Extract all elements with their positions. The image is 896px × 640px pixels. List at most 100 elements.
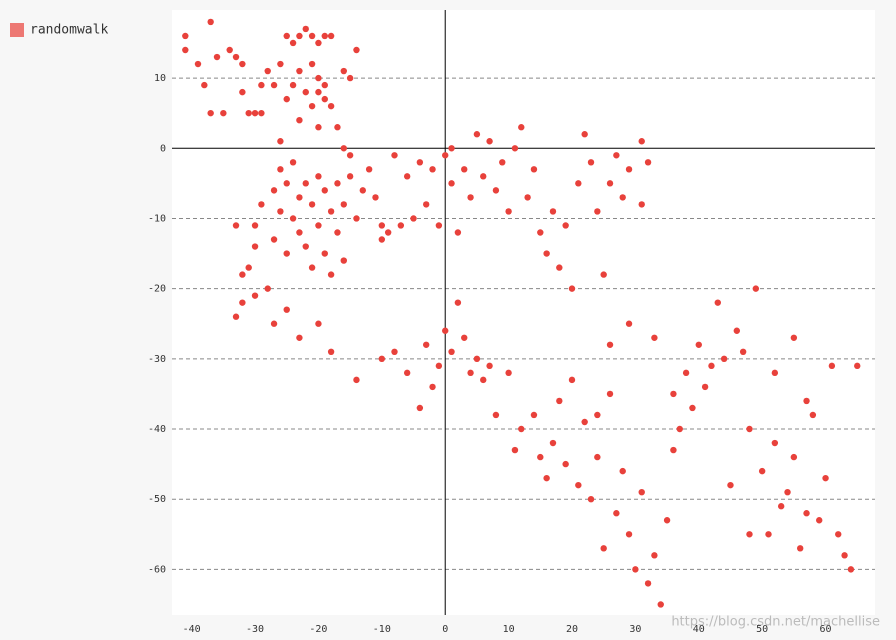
point xyxy=(239,299,246,306)
point xyxy=(587,159,595,166)
point xyxy=(327,348,335,356)
point xyxy=(467,369,474,377)
y-tick-label: -30 xyxy=(148,354,166,365)
point xyxy=(378,355,386,363)
point xyxy=(676,425,683,433)
point xyxy=(315,222,322,229)
point xyxy=(822,474,829,482)
point xyxy=(442,327,449,334)
point xyxy=(600,545,607,552)
point xyxy=(556,397,563,405)
point xyxy=(638,488,645,496)
point xyxy=(796,545,804,552)
point xyxy=(258,201,265,208)
point xyxy=(422,201,430,208)
point xyxy=(657,601,664,608)
point xyxy=(473,355,481,363)
point xyxy=(315,88,322,96)
point xyxy=(416,404,424,412)
point xyxy=(777,503,785,510)
point xyxy=(410,215,417,222)
point xyxy=(854,362,861,370)
point xyxy=(403,369,411,377)
point xyxy=(302,180,309,187)
point xyxy=(803,510,810,517)
point xyxy=(771,439,779,447)
point xyxy=(378,236,386,243)
point xyxy=(784,488,791,496)
point xyxy=(308,32,316,40)
x-tick-label: 60 xyxy=(820,624,832,635)
point xyxy=(270,320,278,327)
point xyxy=(220,109,227,117)
point xyxy=(435,222,443,229)
point xyxy=(346,173,354,180)
point xyxy=(511,145,519,152)
point xyxy=(270,236,278,243)
point xyxy=(486,138,493,145)
point xyxy=(289,81,297,89)
point xyxy=(448,348,455,356)
point xyxy=(321,95,328,103)
point xyxy=(682,369,690,377)
point xyxy=(499,159,506,166)
point xyxy=(283,180,290,187)
point xyxy=(315,320,322,327)
point xyxy=(334,229,341,236)
x-tick-label: 20 xyxy=(566,624,578,635)
point xyxy=(549,208,557,215)
x-tick-label: 10 xyxy=(503,624,515,635)
point xyxy=(182,32,189,40)
point xyxy=(308,201,316,208)
point xyxy=(315,124,322,131)
point xyxy=(296,194,303,201)
point xyxy=(606,390,614,398)
point xyxy=(353,215,360,222)
x-tick-label: 0 xyxy=(442,624,448,635)
point xyxy=(746,425,753,433)
point xyxy=(606,180,614,187)
point xyxy=(283,250,290,257)
point xyxy=(429,383,436,391)
point xyxy=(581,418,588,426)
point xyxy=(632,566,639,573)
x-tick-label: -10 xyxy=(373,624,391,635)
point xyxy=(327,32,335,40)
legend-swatch xyxy=(10,23,24,37)
point xyxy=(803,397,810,405)
point xyxy=(251,292,259,299)
point xyxy=(289,39,297,47)
point xyxy=(302,25,309,33)
point xyxy=(296,116,303,124)
point xyxy=(765,531,772,538)
point xyxy=(575,180,582,187)
point xyxy=(613,510,620,517)
point xyxy=(239,60,246,68)
point xyxy=(638,138,645,145)
point xyxy=(625,531,633,538)
y-tick-label: -10 xyxy=(148,213,166,224)
point xyxy=(334,124,341,131)
point xyxy=(321,32,328,40)
point xyxy=(308,60,316,68)
point xyxy=(594,208,601,215)
watermark: https://blog.csdn.net/machellise xyxy=(671,615,880,630)
point xyxy=(321,250,328,257)
point xyxy=(816,517,823,524)
point xyxy=(359,187,367,194)
point xyxy=(568,285,576,292)
point xyxy=(321,81,328,89)
point xyxy=(270,81,278,89)
point xyxy=(442,152,449,159)
point xyxy=(353,46,360,54)
point xyxy=(809,411,817,419)
y-tick-label: -20 xyxy=(148,284,166,295)
point xyxy=(232,53,240,61)
point xyxy=(251,243,259,250)
point xyxy=(448,145,455,152)
point xyxy=(346,152,354,159)
point xyxy=(334,180,341,187)
point xyxy=(340,201,347,208)
x-tick-label: -30 xyxy=(246,624,264,635)
